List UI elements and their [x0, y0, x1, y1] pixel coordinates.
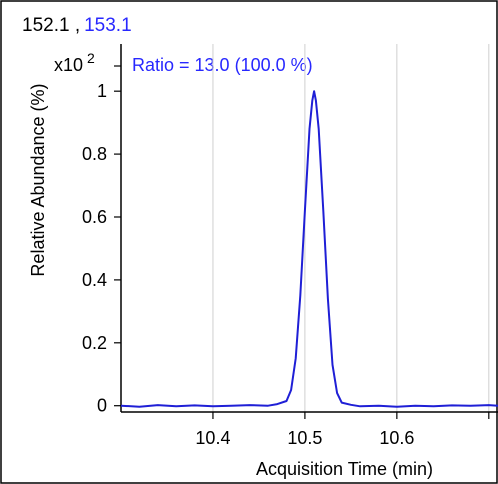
y-multiplier: x10 2	[54, 50, 95, 75]
axes	[120, 44, 498, 413]
x-tick-label: 10.4	[195, 428, 230, 448]
y-tick-label: 1	[97, 81, 107, 101]
series	[120, 90, 498, 408]
x-axis-title: Acquisition Time (min)	[256, 459, 433, 479]
y-multiplier-base: x10	[54, 55, 83, 75]
y-axis-title: Relative Abundance (%)	[28, 83, 48, 276]
ion-label-header: 152.1 , 153.1	[22, 15, 132, 36]
ticks: 10.4 10.5 10.6 0 0.2 0.4 0.6 0.8 1	[82, 65, 490, 448]
ion-secondary-label: 153.1	[84, 15, 132, 36]
y-tick-label: 0.8	[82, 144, 107, 164]
y-tick-label: 0	[97, 396, 107, 416]
y-tick-label: 0.6	[82, 207, 107, 227]
series-line	[120, 90, 498, 408]
x-tick-label: 10.5	[287, 428, 322, 448]
y-multiplier-exponent: 2	[87, 50, 95, 66]
x-tick-label: 10.6	[379, 428, 414, 448]
y-tick-label: 0.4	[82, 270, 107, 290]
ratio-annotation: Ratio = 13.0 (100.0 %)	[132, 55, 313, 75]
ion-separator: ,	[70, 15, 81, 36]
y-tick-label: 0.2	[82, 333, 107, 353]
ion-primary-label: 152.1	[22, 15, 70, 36]
